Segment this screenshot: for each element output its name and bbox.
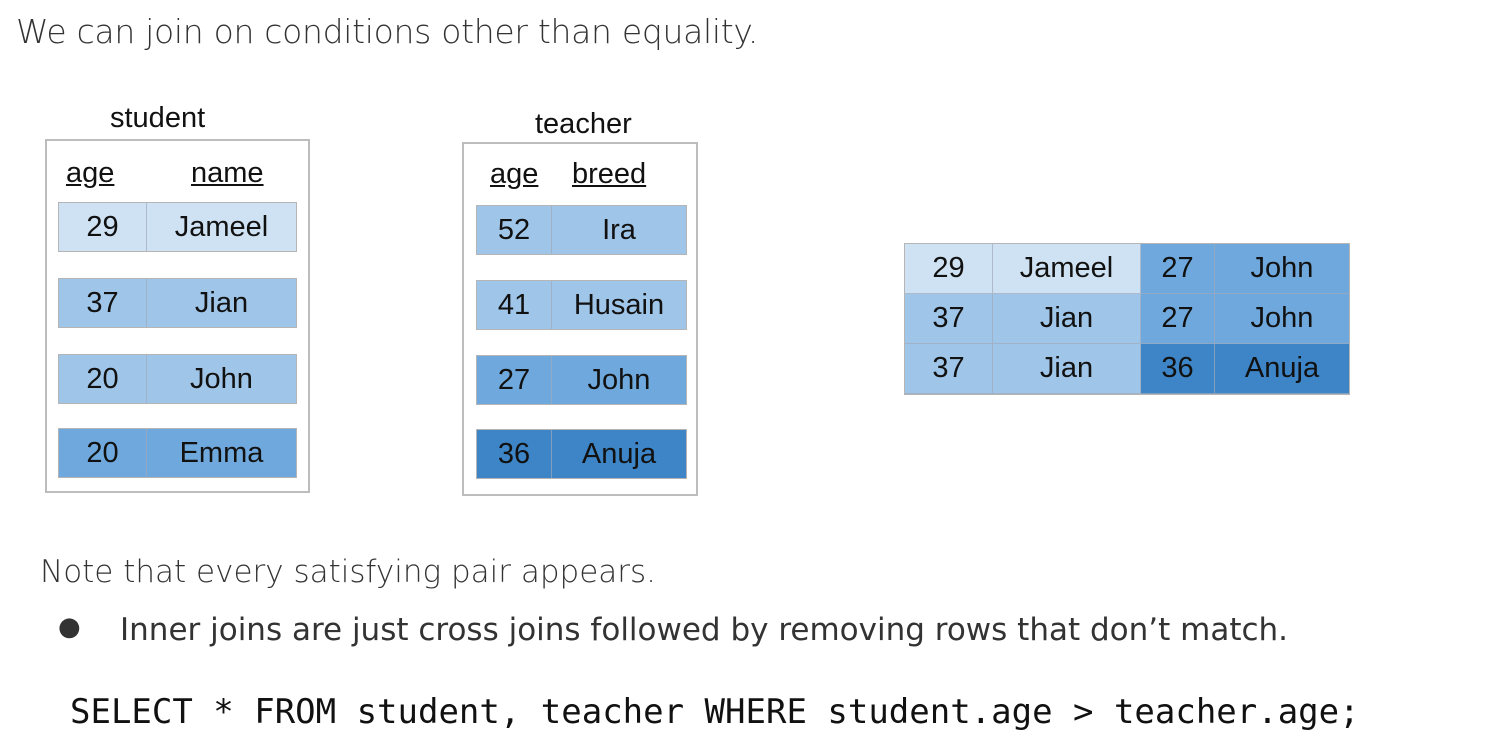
result-teacher-breed-cell: Anuja — [1215, 344, 1349, 394]
student-table-caption: student — [110, 102, 206, 134]
student-name-cell: John — [147, 355, 296, 403]
teacher-age-cell: 36 — [477, 430, 552, 478]
result-student-name-cell: Jian — [993, 344, 1141, 394]
student-age-header: age — [66, 157, 115, 189]
note-text: Note that every satisfying pair appears. — [40, 554, 657, 590]
student-table-frame — [45, 139, 310, 493]
teacher-breed-cell: Husain — [552, 281, 686, 329]
result-student-age-cell: 29 — [905, 244, 993, 294]
teacher-breed-cell: Ira — [552, 206, 686, 254]
teacher-age-cell: 52 — [477, 206, 552, 254]
sql-query: SELECT * FROM student, teacher WHERE stu… — [70, 692, 1360, 732]
teacher-row: 41 Husain — [476, 280, 687, 330]
student-row: 29 Jameel — [58, 202, 297, 252]
student-name-cell: Jian — [147, 279, 296, 327]
student-age-cell: 20 — [59, 429, 147, 477]
result-teacher-age-cell: 36 — [1141, 344, 1215, 394]
teacher-age-cell: 27 — [477, 356, 552, 404]
result-student-name-cell: Jian — [993, 294, 1141, 344]
teacher-age-header: age — [490, 158, 539, 190]
result-student-age-cell: 37 — [905, 344, 993, 394]
teacher-row: 52 Ira — [476, 205, 687, 255]
student-row: 20 John — [58, 354, 297, 404]
result-teacher-age-cell: 27 — [1141, 244, 1215, 294]
teacher-breed-cell: Anuja — [552, 430, 686, 478]
student-age-cell: 29 — [59, 203, 147, 251]
result-teacher-breed-cell: John — [1215, 294, 1349, 344]
join-result-table: 29 Jameel 27 John 37 Jian 27 John 37 Jia… — [904, 243, 1350, 395]
bullet-text: Inner joins are just cross joins followe… — [120, 612, 1289, 648]
student-name-cell: Jameel — [147, 203, 296, 251]
teacher-breed-header: breed — [572, 158, 647, 190]
result-teacher-breed-cell: John — [1215, 244, 1349, 294]
result-row: 29 Jameel 27 John — [905, 244, 1349, 294]
teacher-row: 36 Anuja — [476, 429, 687, 479]
student-age-cell: 20 — [59, 355, 147, 403]
teacher-table-frame — [462, 142, 698, 496]
result-row: 37 Jian 36 Anuja — [905, 344, 1349, 394]
teacher-row: 27 John — [476, 355, 687, 405]
result-student-name-cell: Jameel — [993, 244, 1141, 294]
student-age-cell: 37 — [59, 279, 147, 327]
teacher-age-cell: 41 — [477, 281, 552, 329]
student-name-header: name — [191, 157, 264, 189]
teacher-table-caption: teacher — [535, 108, 632, 140]
student-row: 20 Emma — [58, 428, 297, 478]
bullet-icon: ● — [58, 612, 81, 642]
result-row: 37 Jian 27 John — [905, 294, 1349, 344]
slide-heading: We can join on conditions other than equ… — [16, 12, 759, 51]
teacher-breed-cell: John — [552, 356, 686, 404]
result-student-age-cell: 37 — [905, 294, 993, 344]
student-name-cell: Emma — [147, 429, 296, 477]
student-row: 37 Jian — [58, 278, 297, 328]
result-teacher-age-cell: 27 — [1141, 294, 1215, 344]
